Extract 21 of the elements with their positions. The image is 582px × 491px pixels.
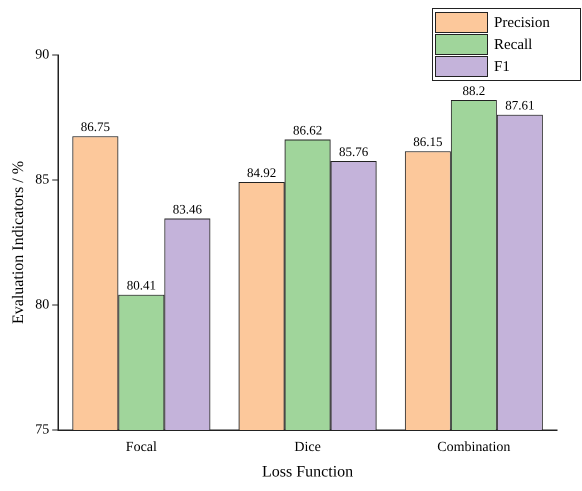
- legend-label: Recall: [494, 36, 532, 53]
- y-tick-label: 90: [35, 48, 50, 63]
- data-label: 86.15: [413, 134, 442, 150]
- legend-label: F1: [494, 58, 510, 75]
- data-label: 83.46: [172, 201, 202, 216]
- y-axis-title: Evaluation Indicators / %: [10, 160, 27, 324]
- data-label: 84.92: [246, 164, 276, 180]
- y-tick-label: 80: [35, 298, 50, 313]
- x-tick-label: Focal: [126, 440, 157, 456]
- data-label: 88.2: [462, 82, 486, 98]
- x-axis-title: Loss Function: [262, 464, 354, 481]
- data-label: 87.61: [505, 98, 534, 113]
- x-tick-label: Combination: [437, 440, 510, 456]
- y-tick-label: 85: [35, 172, 50, 188]
- data-label: 86.75: [80, 119, 110, 134]
- data-label: 80.41: [126, 278, 156, 293]
- y-tick-label: 75: [35, 422, 50, 438]
- data-label: 85.76: [338, 144, 369, 159]
- legend-label: Precision: [494, 14, 550, 31]
- x-tick-label: Dice: [294, 440, 321, 456]
- data-label: 86.62: [292, 122, 322, 138]
